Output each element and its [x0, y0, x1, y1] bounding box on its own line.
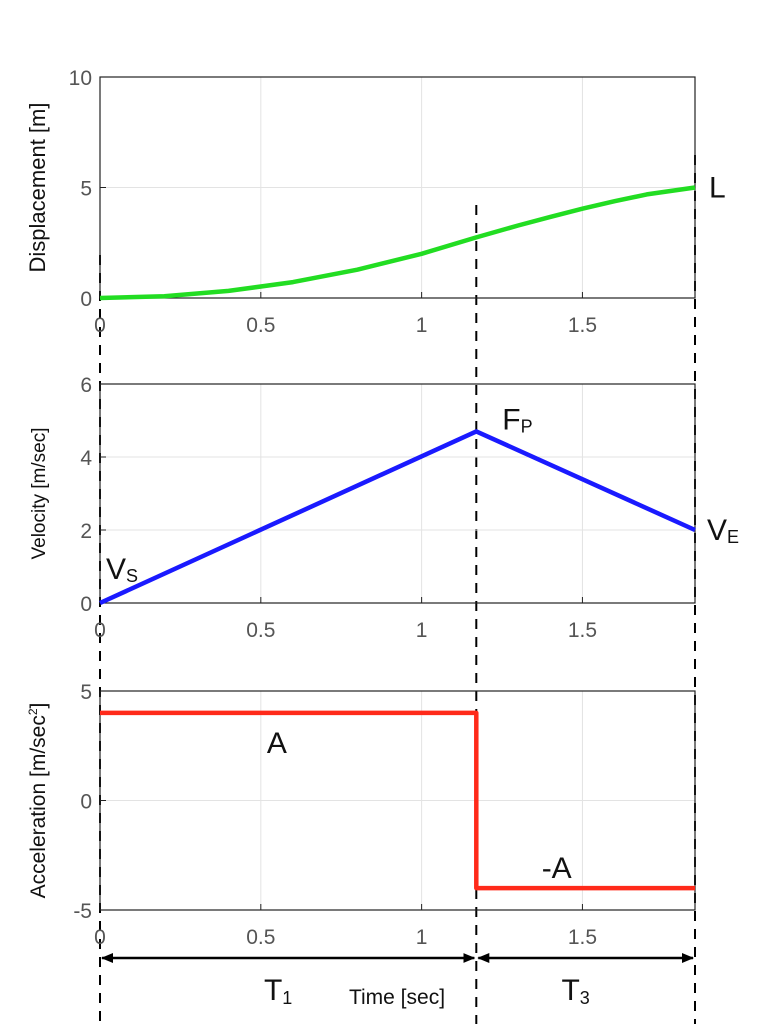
annotation-label: VS — [106, 553, 138, 586]
y-tick-label: 2 — [80, 520, 92, 543]
velocity-series-line — [99, 429, 696, 606]
x-tick-label: 0 — [94, 314, 106, 337]
x-tick-label: 1 — [416, 619, 428, 642]
annotation-label: -A — [542, 852, 572, 885]
annotation-label: L — [709, 172, 726, 205]
x-tick-label: 0.5 — [246, 619, 275, 642]
x-tick-label: 1.5 — [568, 926, 597, 949]
y-axis-label: Velocity [m/sec] — [29, 428, 50, 560]
y-axis-label: Acceleration [m/sec2] — [26, 703, 50, 899]
y-tick-label: 0 — [80, 791, 92, 814]
displacement-series-line — [99, 185, 696, 301]
y-tick-label: 6 — [80, 374, 92, 397]
y-tick-label: -5 — [73, 900, 92, 923]
acceleration-series-line — [100, 710, 695, 891]
y-tick-label: 4 — [80, 447, 92, 470]
displacement-panel: 0 0.5 1 1.5 0 5 10 Displacement [m] L — [25, 67, 726, 337]
annotation-label: FP — [502, 403, 532, 436]
x-tick-label: 0 — [94, 926, 106, 949]
plot-frame — [99, 383, 696, 604]
interval-label: T3 — [561, 974, 589, 1008]
velocity-panel: 0 0.5 1 1.5 0 2 4 6 Velocity [m/sec] VS FP VE — [29, 374, 739, 642]
y-axis-label: Displacement [m] — [25, 103, 50, 273]
x-tick-label: 0 — [94, 619, 106, 642]
y-tick-label: 5 — [80, 178, 92, 201]
x-tick-label: 1.5 — [568, 619, 597, 642]
y-tick-label: 10 — [69, 67, 92, 90]
phase-interval-arrows: T1 T3 — [101, 953, 694, 1008]
y-tick-label: 5 — [80, 681, 92, 704]
annotation-label: VE — [707, 514, 739, 547]
y-tick-label: 0 — [80, 288, 92, 311]
x-tick-label: 1 — [416, 314, 428, 337]
y-tick-label: 0 — [80, 593, 92, 616]
x-tick-label: 0.5 — [246, 314, 275, 337]
x-tick-label: 0.5 — [246, 926, 275, 949]
interval-label: T1 — [264, 974, 292, 1008]
annotation-label: A — [267, 727, 287, 760]
phase-divider-lines — [99, 155, 696, 1024]
x-tick-label: 1 — [416, 926, 428, 949]
x-axis-label: Time [sec] — [349, 986, 445, 1009]
x-tick-label: 1.5 — [568, 314, 597, 337]
